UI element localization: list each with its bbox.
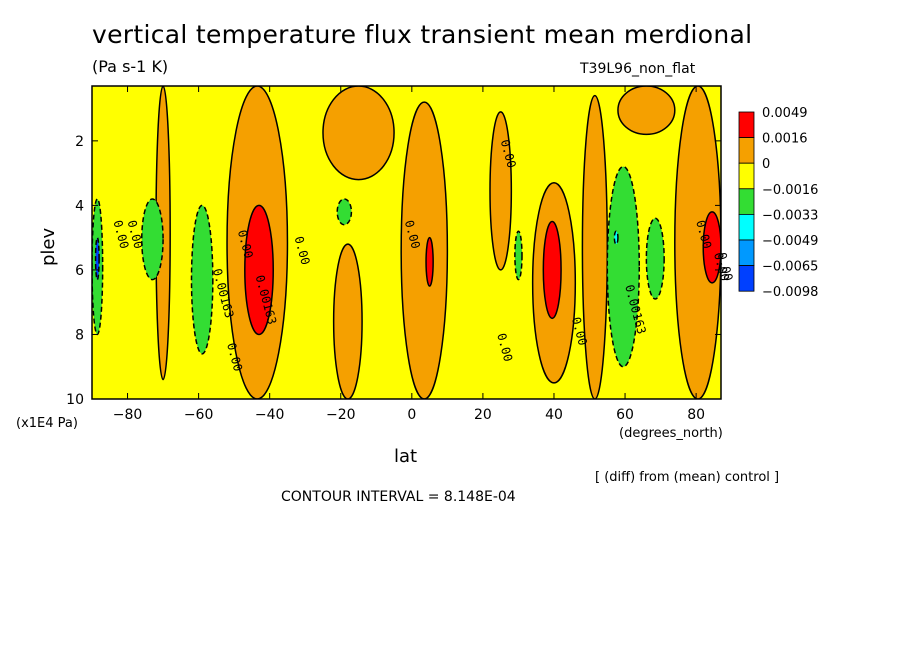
legend-label: −0.0065 xyxy=(762,260,818,275)
legend-label: 0.0049 xyxy=(762,106,808,121)
contour-region-strong xyxy=(425,236,434,287)
contour-region-neg xyxy=(645,217,665,300)
contour-region-strong xyxy=(542,220,562,320)
y-tick-label: 4 xyxy=(75,198,84,214)
x-tick-label: −20 xyxy=(326,407,356,423)
y-tick-label: 2 xyxy=(75,134,84,150)
y-tick-label: 8 xyxy=(75,327,84,343)
x-tick-label: 60 xyxy=(616,407,634,423)
legend-label: −0.0033 xyxy=(762,208,818,223)
contour-region-pos xyxy=(400,101,449,399)
legend-swatch xyxy=(738,188,755,215)
contour-region-strong xyxy=(702,211,721,284)
plot-frame xyxy=(91,85,722,400)
legend-swatch xyxy=(738,213,755,241)
contour-region-pos xyxy=(581,94,609,399)
legend-swatch xyxy=(738,162,755,190)
y-axis-label: plev xyxy=(38,227,59,266)
x-tick-label: 40 xyxy=(545,407,563,423)
chart-title: vertical temperature flux transient mean… xyxy=(92,20,753,49)
y-tick-label: 6 xyxy=(75,263,84,279)
legend-label: −0.0098 xyxy=(762,285,818,300)
x-axis-label: lat xyxy=(394,446,418,467)
contour-region-neg xyxy=(141,198,164,281)
legend-label: 0 xyxy=(762,157,770,172)
contour-region-neg xyxy=(336,198,353,226)
diff-note: [ (diff) from (mean) control ] xyxy=(595,470,780,485)
contour-region-pos xyxy=(489,111,513,271)
legend-swatch xyxy=(738,239,755,267)
contour-interval: CONTOUR INTERVAL = 8.148E-04 xyxy=(281,489,516,505)
x-tick-label: −80 xyxy=(113,407,143,423)
x-axis-units: (degrees_north) xyxy=(619,426,723,441)
contour-region-strong xyxy=(244,204,274,336)
x-tick-label: 20 xyxy=(474,407,492,423)
legend-label: −0.0049 xyxy=(762,234,818,249)
contour-region-neg4 xyxy=(94,236,100,281)
contour-region-pos xyxy=(322,86,395,181)
legend-label: −0.0016 xyxy=(762,183,818,198)
x-tick-label: 0 xyxy=(407,407,416,423)
run-label: T39L96_non_flat xyxy=(580,61,696,77)
contour-region-neg2 xyxy=(613,230,619,245)
y-axis-units: (x1E4 Pa) xyxy=(16,416,78,431)
legend-swatch xyxy=(738,111,755,139)
contour-region-neg xyxy=(514,230,523,281)
chart-units: (Pa s-1 K) xyxy=(92,57,169,76)
contour-region-neg xyxy=(190,204,214,355)
contour-region-pos xyxy=(332,243,363,399)
x-tick-label: −60 xyxy=(184,407,214,423)
legend-swatch xyxy=(738,265,755,292)
legend-label: 0.0016 xyxy=(762,132,808,147)
legend-swatch xyxy=(738,137,755,164)
contour-region-pos xyxy=(617,86,676,136)
contour-region-neg xyxy=(606,165,641,368)
y-tick-label: 10 xyxy=(66,392,84,408)
x-tick-label: −40 xyxy=(255,407,285,423)
x-tick-label: 80 xyxy=(687,407,705,423)
